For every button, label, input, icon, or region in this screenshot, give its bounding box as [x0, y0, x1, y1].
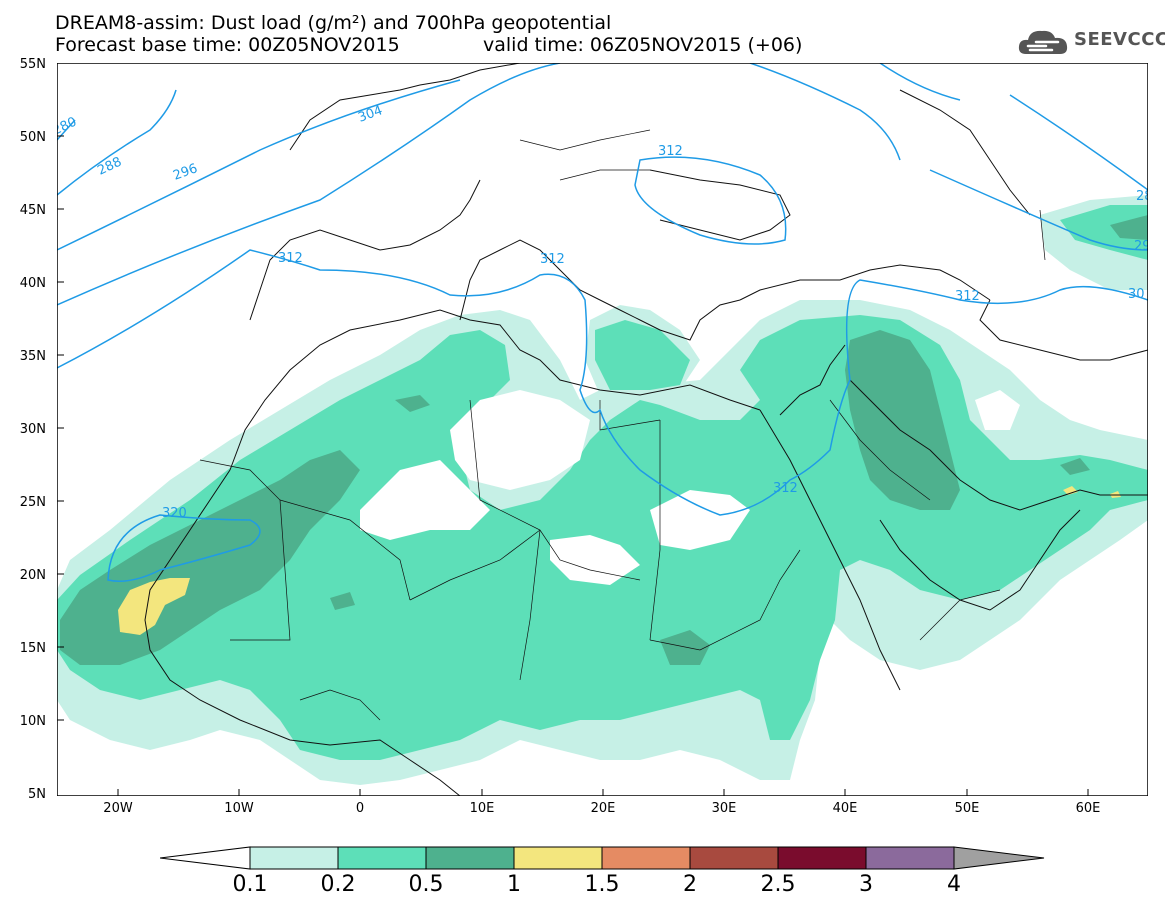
colorbar-swatch [425, 846, 515, 870]
colorbar-swatch [249, 846, 339, 870]
cloud-icon [1018, 30, 1068, 54]
dust-holes [360, 390, 1020, 585]
colorbar-swatch [513, 846, 603, 870]
contour-label: 29 [1134, 239, 1148, 254]
lon-label: 40E [832, 801, 858, 816]
lat-label: 20N [19, 568, 46, 583]
geopotential-contours [57, 63, 1148, 582]
lon-label: 30E [711, 801, 737, 816]
colorbar-high-arrow [953, 846, 1045, 870]
valid-time: valid time: 06Z05NOV2015 (+06) [483, 34, 803, 56]
colorbar-label: 1.5 [584, 872, 620, 897]
colorbar-low-arrow [160, 846, 251, 870]
logo-text: SEEVCCC [1074, 29, 1165, 50]
lat-label: 50N [19, 130, 46, 145]
lat-label: 40N [19, 276, 46, 291]
base-time: Forecast base time: 00Z05NOV2015 valid ti… [55, 34, 802, 56]
lon-label: 50E [954, 801, 980, 816]
lon-label: 0 [355, 801, 365, 816]
colorbar-label: 4 [947, 872, 961, 897]
contour-label: 312 [540, 252, 565, 267]
lat-label: 45N [19, 203, 46, 218]
colorbar-swatch [777, 846, 867, 870]
dust-map: 280 288 296 304 312 312 312 312 320 28 2… [57, 63, 1148, 796]
base-time-text: Forecast base time: 00Z05NOV2015 [55, 34, 400, 56]
contour-label: 30 [1128, 287, 1145, 302]
lat-label: 30N [19, 422, 46, 437]
map-svg: 280 288 296 304 312 312 312 312 320 28 2… [57, 63, 1148, 796]
lat-label: 15N [19, 641, 46, 656]
colorbar-swatch [337, 846, 427, 870]
contour-label: 312 [658, 144, 683, 159]
lon-label: 20W [103, 801, 133, 816]
colorbar-label: 0.5 [408, 872, 444, 897]
chart-title: DREAM8-assim: Dust load (g/m²) and 700hP… [55, 12, 612, 34]
contour-label: 320 [162, 506, 187, 521]
lat-label: 10N [19, 714, 46, 729]
colorbar-swatch [865, 846, 955, 870]
colorbar-label: 0.1 [232, 872, 268, 897]
country-borders [199, 129, 1046, 721]
lat-label: 55N [19, 57, 46, 72]
colorbar-label: 2.5 [760, 872, 796, 897]
colorbar-label: 2 [683, 872, 697, 897]
lat-label: 25N [19, 495, 46, 510]
contour-label: 312 [773, 481, 798, 496]
axis-ticks [57, 63, 1089, 796]
lon-label: 10W [224, 801, 254, 816]
lon-label: 10E [469, 801, 495, 816]
contour-label: 312 [955, 289, 980, 304]
colorbar-label: 3 [859, 872, 873, 897]
colorbar-swatch [689, 846, 779, 870]
contour-label: 28 [1136, 189, 1148, 204]
contour-label: 312 [278, 251, 303, 266]
colorbar-label: 1 [507, 872, 521, 897]
coastlines [144, 63, 1148, 796]
lat-label: 5N [28, 787, 46, 802]
seevccc-logo: SEEVCCC [1016, 24, 1165, 60]
lon-label: 20E [590, 801, 616, 816]
lon-label: 60E [1075, 801, 1101, 816]
lat-label: 35N [19, 349, 46, 364]
colorbar [160, 846, 1045, 870]
colorbar-swatch [601, 846, 691, 870]
colorbar-label: 0.2 [320, 872, 356, 897]
